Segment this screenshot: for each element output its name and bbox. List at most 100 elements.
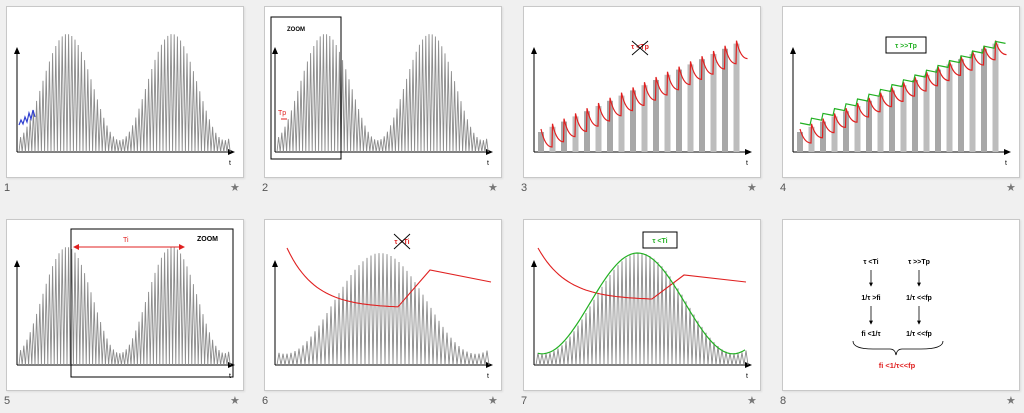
pulse-bar [664, 74, 671, 152]
pulse-bar [866, 100, 872, 152]
slide-thumbnail-6[interactable]: τ >Ti t 6 ★ [262, 219, 504, 407]
zoom-label: ZOOM [287, 27, 305, 33]
slide-canvas: ZOOM Tp t [264, 6, 502, 178]
signal-oscillation [535, 253, 749, 366]
star-icon[interactable]: ★ [747, 395, 757, 407]
axes [531, 260, 752, 368]
signal-oscillation [276, 34, 489, 153]
blue-trace [18, 109, 36, 126]
pulse-bar [831, 116, 838, 152]
period-label: Ti [123, 237, 129, 244]
condition-label: τ >Ti [394, 239, 409, 246]
modulated-signal [18, 34, 231, 153]
detector-output-green [799, 40, 1006, 126]
pulse-bar [618, 95, 625, 152]
signal-oscillation [18, 34, 231, 153]
slide-number: 2 [262, 182, 269, 194]
slide-number: 5 [4, 395, 11, 407]
detector-output-red [799, 40, 1007, 144]
slide-thumbnail-7[interactable]: τ <Ti t 7 ★ [521, 219, 763, 407]
star-icon[interactable]: ★ [488, 395, 498, 407]
zoomed-envelope-plot: τ >Ti t [272, 233, 493, 380]
star-icon[interactable]: ★ [1006, 395, 1016, 407]
pulse-bar [710, 54, 717, 152]
condition-box [885, 36, 927, 54]
slide-canvas: τ >>Tp t [782, 6, 1020, 178]
axes [272, 260, 493, 368]
slide-thumbnail-8[interactable]: τ <Ti τ >>Tp 1/τ >fi 1/τ <<fp fi <1/τ 1/… [780, 219, 1022, 407]
pulse-bar [722, 48, 728, 152]
star-icon[interactable]: ★ [1006, 182, 1016, 194]
zoom-box [270, 16, 342, 160]
axis-label-t: t [746, 373, 748, 380]
axis-label-t: t [229, 373, 231, 380]
right-step-2: 1/τ <<fp [906, 295, 932, 302]
slide-canvas: τ >Ti t [264, 219, 502, 391]
pulse-bar [733, 43, 740, 152]
modulated-signal [276, 253, 490, 366]
signal-plot: t [14, 34, 235, 167]
pulse-bar [676, 69, 682, 152]
detector-output-red [286, 247, 492, 308]
axis-label-t: t [746, 160, 748, 167]
right-step-1: τ >>Tp [908, 259, 930, 266]
slide-number: 7 [521, 395, 528, 407]
pulse-bar [958, 59, 964, 153]
slide-canvas: t [6, 6, 244, 178]
slide-canvas: τ <Ti t [523, 219, 761, 391]
zoomed-signal-plot: τ >>Tp t [790, 36, 1011, 167]
curly-brace-icon [852, 340, 944, 356]
pulse-bar [969, 54, 976, 152]
pulse-bar [797, 132, 803, 152]
rectified-pulses [797, 43, 999, 153]
pulse-bar [935, 69, 941, 152]
detector-output-red [537, 247, 747, 300]
envelope-green [537, 252, 746, 355]
pulse-bar [889, 90, 895, 152]
star-icon[interactable]: ★ [747, 182, 757, 194]
slide-number: 6 [262, 395, 269, 407]
pulse-bar [877, 95, 884, 152]
slide-canvas: ZOOM Ti t [6, 219, 244, 391]
pulse-bar [912, 80, 918, 152]
modulated-signal [535, 253, 749, 366]
axis-label-t: t [487, 160, 489, 167]
pulse-bar [538, 132, 544, 152]
pulse-bar [630, 90, 636, 152]
result-inequality: fi <1/τ<<fp [879, 361, 916, 370]
slide-number: 1 [4, 182, 11, 194]
slide-canvas: τ <Ti τ >>Tp 1/τ >fi 1/τ <<fp fi <1/τ 1/… [782, 219, 1020, 391]
star-icon[interactable]: ★ [230, 395, 240, 407]
slide-thumbnail-3[interactable]: τ <Tp t 3 ★ [521, 6, 763, 194]
pulse-bar [653, 80, 659, 152]
star-icon[interactable]: ★ [230, 182, 240, 194]
zoomed-envelope-plot: τ <Ti t [531, 231, 752, 380]
signal-oscillation [276, 253, 490, 366]
slide-thumbnail-4[interactable]: τ >>Tp t 4 ★ [780, 6, 1022, 194]
star-icon[interactable]: ★ [488, 182, 498, 194]
zoom-box [70, 228, 234, 378]
pulse-bar [900, 85, 907, 152]
slide-thumbnail-2[interactable]: ZOOM Tp t 2 ★ [262, 6, 504, 194]
axis-label-t: t [1005, 160, 1007, 167]
modulated-signal [276, 34, 489, 153]
slide-thumbnail-5[interactable]: ZOOM Ti t 5 ★ [4, 219, 246, 407]
axis-label-t: t [229, 160, 231, 167]
slide-thumbnail-1[interactable]: t 1 ★ [4, 6, 246, 194]
signal-plot: ZOOM Tp t [270, 16, 493, 167]
modulated-signal [18, 247, 231, 366]
pulse-bar [687, 64, 694, 152]
pulse-bar [992, 43, 999, 152]
slide-number: 4 [780, 182, 787, 194]
pulse-bar [854, 106, 861, 152]
period-label: Tp [278, 110, 286, 117]
signal-oscillation [18, 247, 231, 366]
condition-label: τ <Ti [652, 238, 667, 245]
pulse-bar [595, 106, 602, 152]
pulse-bar [641, 85, 648, 152]
pulse-bar [699, 59, 705, 153]
condition-box [642, 231, 678, 249]
right-step-3: 1/τ <<fp [906, 331, 932, 338]
slide-number: 3 [521, 182, 528, 194]
detector-output-red [540, 40, 748, 148]
